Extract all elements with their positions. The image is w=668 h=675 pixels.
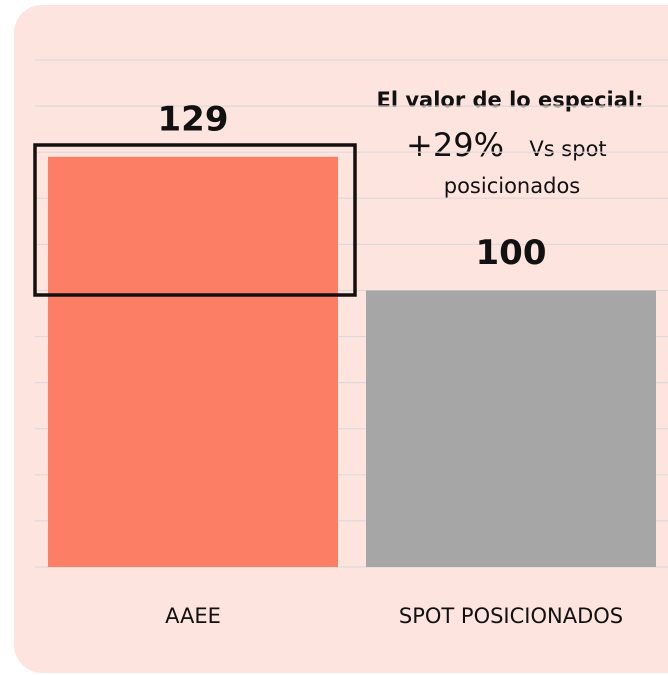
highlight-box (33, 143, 357, 297)
annotation-text: posicionados (444, 174, 580, 198)
x-tick-label: SPOT POSICIONADOS (399, 604, 623, 628)
value-label: 100 (476, 233, 547, 273)
x-tick-label: AAEE (165, 604, 221, 628)
bar (366, 290, 656, 567)
value-label: 129 (158, 99, 229, 139)
annotation-title: El valor de lo especial: (377, 88, 644, 112)
bar (48, 156, 338, 568)
annotation-highlight: +29% (406, 126, 504, 164)
annotation-text: Vs spot (529, 137, 606, 161)
